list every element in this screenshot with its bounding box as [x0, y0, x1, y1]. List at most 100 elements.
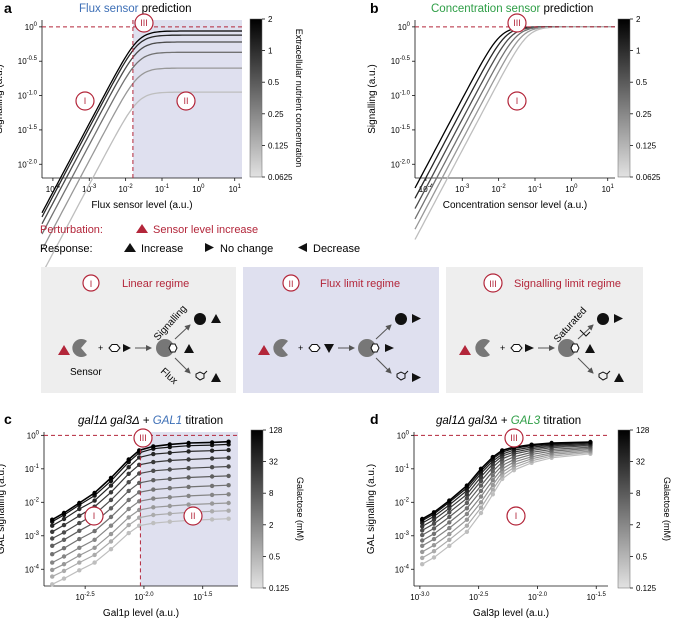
- increase-triangle-icon: [211, 314, 221, 323]
- colorbar-tick-label: 0.0625: [268, 173, 293, 182]
- colorbar-tick-label: 128: [636, 426, 650, 435]
- data-point: [431, 549, 437, 554]
- data-point: [490, 492, 495, 497]
- x-axis-label: Gal3p level (a.u.): [473, 608, 549, 619]
- data-point: [500, 470, 505, 475]
- colorbar: [617, 429, 631, 589]
- series-line-0.5: [41, 41, 242, 225]
- panel-c-title-plus: +: [140, 415, 153, 427]
- colorbar-tick-label: 32: [269, 458, 278, 467]
- data-point: [226, 473, 231, 479]
- data-point: [61, 510, 67, 516]
- annotation-III-label: III: [140, 18, 148, 28]
- flux-arrow: [174, 357, 191, 374]
- data-point: [420, 516, 425, 522]
- series-line-0.25: [41, 51, 242, 235]
- data-point: [431, 543, 437, 548]
- y-tick-label: 10-1: [25, 464, 40, 474]
- tick-base: 10: [397, 431, 406, 440]
- annotation-I-label: I: [93, 511, 96, 521]
- data-point: [167, 503, 172, 509]
- data-point: [77, 506, 82, 512]
- increase-triangle-icon: [184, 344, 194, 353]
- data-point: [61, 537, 67, 542]
- data-point: [478, 488, 484, 494]
- data-point: [77, 545, 82, 550]
- tick-base: 10: [395, 565, 404, 574]
- plus-symbol: +: [500, 343, 505, 353]
- data-point: [186, 457, 191, 462]
- tick-base: 10: [565, 185, 574, 194]
- data-point: [490, 454, 495, 460]
- panel-a-title-colored: Flux sensor: [79, 3, 139, 15]
- tick-exponent: 0: [407, 22, 411, 28]
- data-point: [209, 509, 215, 514]
- regime-numeral-III: III: [489, 279, 497, 289]
- tick-base: 10: [25, 465, 34, 474]
- y-tick-label: 10-2.0: [18, 159, 38, 169]
- data-point: [50, 560, 55, 565]
- panel-d-title-italic: gal1Δ gal3Δ: [436, 415, 498, 427]
- y-axis-label: GAL signalling (a.u.): [0, 464, 7, 554]
- data-point: [61, 562, 67, 567]
- data-point: [478, 478, 484, 484]
- metabolized-nutrient-icon: [396, 370, 409, 381]
- perturbation-triangle-icon: [459, 345, 471, 355]
- data-point: [108, 506, 114, 511]
- colorbar-tick-label: 2: [636, 521, 641, 530]
- y-tick-label: 10-1.5: [391, 125, 411, 135]
- tick-base: 10: [419, 185, 428, 194]
- x-tick-label: 10-1: [155, 184, 170, 194]
- tick-base: 10: [528, 593, 537, 602]
- colorbar-tick-label: 32: [636, 458, 645, 467]
- y-tick-label: 10-1.5: [18, 125, 38, 135]
- tick-base: 10: [119, 185, 128, 194]
- y-tick-label: 10-2.0: [391, 159, 411, 169]
- complex-shape: [358, 339, 376, 357]
- data-point: [126, 530, 131, 536]
- panel-d-title: gal1Δ gal3Δ + GAL3 titration: [436, 415, 581, 427]
- data-point: [77, 520, 82, 526]
- x-tick-label: 10-3: [82, 184, 97, 194]
- y-tick-label: 10-2: [395, 497, 410, 507]
- series-line-0.125: [41, 67, 242, 251]
- series-line-16mM: [51, 457, 229, 533]
- series-line-0.125: [414, 26, 615, 230]
- data-point: [167, 476, 172, 482]
- tick-exponent: -1.0: [27, 91, 38, 97]
- data-point: [108, 531, 114, 537]
- data-point: [431, 555, 437, 560]
- flux-arrow: [577, 357, 594, 374]
- data-point: [50, 536, 55, 541]
- data-point: [92, 552, 97, 558]
- no-change-triangle-icon: [412, 373, 421, 382]
- annotation-I-circle: [507, 91, 527, 111]
- colorbar-tick-label: 0.5: [636, 552, 648, 561]
- data-point: [151, 459, 156, 465]
- regime-box-flux-limit: II Flux limit regime +: [243, 267, 439, 393]
- data-point: [77, 500, 82, 506]
- data-point: [500, 448, 505, 453]
- data-point: [464, 492, 470, 497]
- panel-b-title-colored: Concentration sensor: [431, 3, 540, 15]
- colorbar-tick-label: 1: [268, 47, 273, 56]
- data-point: [77, 560, 82, 565]
- data-point: [529, 442, 534, 447]
- data-point: [108, 514, 114, 520]
- tick-exponent: -1.5: [400, 125, 411, 131]
- data-point: [420, 562, 425, 567]
- tick-base: 10: [528, 185, 537, 194]
- data-point: [108, 490, 114, 495]
- data-point: [226, 439, 231, 444]
- panel-d-title-gene: GAL3: [511, 415, 541, 427]
- annotation-I-label: I: [84, 96, 87, 106]
- y-tick-label: 10-4: [395, 564, 410, 574]
- data-point: [151, 520, 156, 526]
- x-tick-label: 10-2: [492, 184, 507, 194]
- panel-d-title-plus: +: [498, 415, 511, 427]
- colorbar-tick-label: 0.125: [268, 141, 289, 150]
- x-tick-label: 10-4: [419, 184, 434, 194]
- data-point: [420, 528, 425, 533]
- panel-a-title: Flux sensor prediction: [79, 3, 192, 15]
- data-point: [447, 537, 452, 542]
